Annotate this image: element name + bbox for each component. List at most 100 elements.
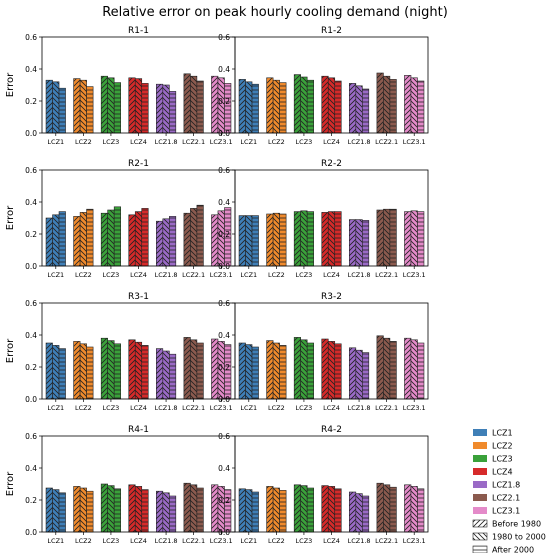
subplot-title: R1-1 (128, 26, 149, 36)
x-tick-label: LCZ4 (130, 537, 147, 545)
bar-lcz3-0 (100, 212, 108, 267)
legend-swatch (473, 442, 487, 449)
bar-lcz1.8-0 (156, 490, 164, 533)
legend-item-lcz1: LCZ1 (473, 429, 513, 438)
bar-lcz2.1-2 (389, 208, 397, 267)
x-tick-label: LCZ3.1 (210, 537, 233, 545)
bar-lcz1-1 (52, 489, 60, 533)
bar-lcz1-1 (52, 345, 60, 400)
bar-lcz2-0 (73, 341, 81, 400)
bar-lcz2.1-1 (383, 208, 391, 267)
bar-lcz1-2 (251, 346, 259, 400)
bar-lcz1.8-1 (355, 493, 363, 533)
x-tick-label: LCZ1.8 (348, 404, 371, 412)
x-tick-label: LCZ3 (103, 271, 120, 279)
bar-lcz2.1-1 (383, 484, 391, 533)
bar-lcz3-2 (113, 343, 121, 400)
bar-lcz2.1-1 (190, 208, 198, 267)
y-tick-label: 0.4 (218, 198, 230, 207)
bar-lcz3.1-2 (417, 488, 425, 533)
x-tick-label: LCZ3.1 (210, 404, 233, 412)
subplot-title: R2-1 (128, 159, 149, 169)
x-tick-label: LCZ4 (323, 138, 340, 146)
y-tick-label: 0.6 (25, 166, 37, 175)
legend-hatch-swatch (472, 519, 488, 528)
y-tick-label: 0.6 (218, 432, 230, 441)
y-tick-label: 0.0 (218, 395, 230, 404)
bar-lcz2-0 (73, 486, 81, 533)
x-tick-label: LCZ3.1 (403, 404, 426, 412)
bar-lcz2.1-1 (190, 484, 198, 533)
bar-lcz4-2 (334, 80, 342, 134)
bar-lcz3.1-2 (224, 83, 232, 134)
y-tick-label: 0.0 (218, 129, 230, 138)
bar-lcz4-2 (141, 83, 149, 134)
legend-label: LCZ3 (492, 455, 513, 464)
x-tick-label: LCZ4 (130, 138, 147, 146)
x-tick-label: LCZ3.1 (403, 138, 426, 146)
legend-swatch (473, 481, 487, 488)
axes-frame (234, 435, 429, 533)
bar-lcz1-2 (251, 83, 259, 134)
x-tick-label: LCZ3 (296, 271, 313, 279)
subplot-r2-2: R2-2 0.0 0.2 0.4 0.6 LCZ1 LCZ2 LCZ3 LCZ4 LCZ1.8 LC… (218, 159, 429, 279)
bar-lcz3-2 (306, 342, 314, 400)
bar-lcz4-1 (134, 486, 143, 533)
bar-lcz2-1 (79, 212, 87, 267)
bar-lcz1-0 (238, 79, 246, 134)
x-tick-label: LCZ3 (103, 404, 120, 412)
legend-hatch-swatch (472, 532, 488, 541)
y-tick-label: 0.0 (218, 262, 230, 271)
x-tick-label: LCZ2 (75, 404, 92, 412)
bar-lcz1.8-0 (156, 83, 164, 134)
bar-lcz3-2 (113, 206, 121, 267)
bar-lcz1-1 (245, 81, 253, 134)
bar-lcz4-0 (321, 485, 329, 533)
bar-lcz3-1 (107, 340, 115, 400)
bar-lcz3.1-0 (404, 75, 412, 134)
bar-lcz2.1-0 (183, 337, 191, 400)
bar-lcz3.1-1 (217, 486, 225, 533)
bar-lcz1.8-2 (169, 91, 177, 134)
bar-lcz2-1 (79, 79, 87, 134)
y-axis-label: Error (5, 72, 16, 97)
legend-swatch (473, 468, 487, 475)
x-tick-label: LCZ1.8 (155, 138, 178, 146)
bar-lcz3-1 (300, 210, 308, 267)
bar-lcz1.8-1 (162, 218, 170, 267)
subplot-r1-1: R1-1 Error 0.0 0.2 0.4 0.6 LCZ1 LCZ2 LCZ3 LCZ4 LCZ… (5, 26, 236, 146)
bar-lcz1.8-2 (362, 495, 370, 533)
x-tick-label: LCZ3 (103, 138, 120, 146)
bar-lcz2-0 (73, 78, 81, 134)
subplot-title: R2-2 (321, 159, 342, 169)
legend-label: LCZ1 (492, 429, 513, 438)
bar-lcz2.1-2 (196, 342, 204, 400)
bar-lcz1-2 (58, 87, 66, 134)
legend-swatch (473, 494, 487, 501)
bar-lcz2-1 (272, 212, 280, 267)
bar-lcz2.1-0 (376, 335, 384, 400)
legend-item-period-2: After 2000 (472, 546, 534, 553)
bar-lcz3.1-0 (404, 211, 412, 267)
subplot-r1-2: R1-2 0.0 0.2 0.4 0.6 LCZ1 LCZ2 LCZ3 LCZ4 LCZ1.8 LC… (218, 26, 429, 146)
x-tick-label: LCZ3 (296, 404, 313, 412)
legend-item-lcz3.1: LCZ3.1 (473, 507, 520, 516)
bar-lcz3.1-2 (417, 211, 425, 267)
bar-lcz4-1 (134, 211, 143, 267)
axes-frame (234, 169, 429, 267)
legend-item-period-0: Before 1980 (472, 519, 541, 529)
axes-frame (234, 36, 429, 134)
x-tick-label: LCZ2 (268, 271, 285, 279)
x-tick-label: LCZ1 (240, 138, 257, 146)
bar-lcz3-0 (293, 74, 301, 134)
bar-lcz2.1-2 (196, 487, 204, 533)
bar-lcz1.8-2 (169, 353, 177, 400)
bar-lcz3-0 (100, 75, 108, 134)
bar-lcz2-2 (86, 208, 94, 267)
x-tick-label: LCZ2.1 (182, 138, 205, 146)
bar-lcz3-1 (300, 485, 308, 533)
subplot-title: R3-1 (128, 292, 149, 302)
bar-lcz1.8-1 (355, 219, 363, 267)
bar-lcz3-2 (113, 82, 121, 134)
y-tick-label: 0.4 (25, 65, 37, 74)
